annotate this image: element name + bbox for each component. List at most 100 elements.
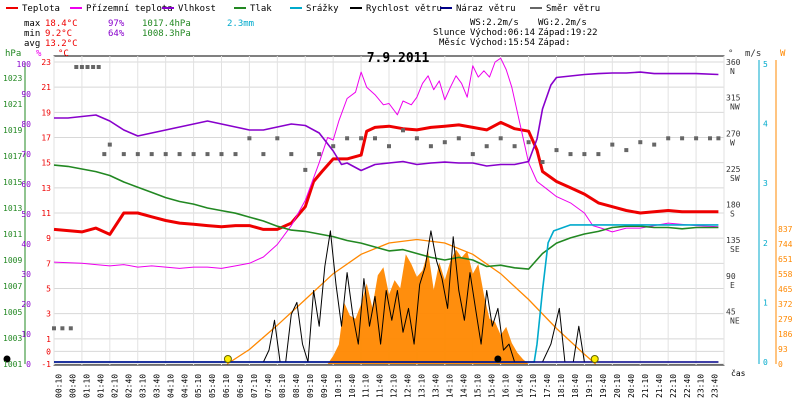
wm2-tick-label: 279 [778,315,793,324]
wind-ws-info: WS:2.2m/s [470,18,519,28]
wind-direction-point [149,152,154,157]
time-tick-label: 15:40 [487,374,496,398]
time-tick-label: 07:40 [264,374,273,398]
ms-tick-label: 4 [763,120,768,129]
time-tick-label: 01:40 [97,374,106,398]
dir-tick-name: S [730,210,735,219]
wind-direction-point [708,136,712,141]
time-tick-label: 14:40 [459,374,468,398]
wm2-axis-title: W [780,49,786,59]
moon-label: Měsíc [439,38,466,48]
time-tick-label: 21:10 [641,374,650,398]
time-tick-label: 20:10 [613,374,622,398]
time-tick-label: 10:40 [348,374,357,398]
wind-direction-point [261,152,266,157]
time-tick-label: 02:40 [124,374,133,398]
wind-direction-point [470,152,475,157]
pct-tick-label: 60 [21,180,31,189]
time-tick-label: 22:40 [683,374,692,398]
hpa-tick-label: 1015 [3,178,22,187]
wind-direction-point [596,152,601,157]
wind-direction-point [219,152,224,157]
stats-cell: min [24,29,40,39]
dir-tick-name: SE [730,245,740,254]
time-tick-label: 23:10 [697,374,706,398]
wind-direction-point [716,136,721,141]
time-tick-label: 16:40 [515,374,524,398]
time-tick-label: 06:40 [236,374,245,398]
pct-tick-label: 20 [21,300,31,309]
hpa-axis-title: hPa [5,49,21,59]
wm2-tick-label: 93 [778,345,788,354]
wind-wg-info: WG:2.2m/s [538,18,587,28]
wind-direction-point [652,142,657,147]
time-tick-label: 13:40 [432,374,441,398]
dir-tick-name: NE [730,316,740,325]
time-tick-label: 09:10 [306,374,315,398]
wind-direction-point [107,142,112,147]
legend-label: Srážky [306,4,339,14]
series-line-srážky [54,224,719,363]
wind-direction-point [512,144,517,149]
pct-tick-label: 90 [21,90,31,99]
wind-direction-point [205,152,210,157]
wind-direction-point [666,136,671,141]
time-tick-label: 05:40 [208,374,217,398]
dir-tick-name: E [730,281,735,290]
degc-tick-label: 5 [46,285,51,294]
legend-label: Vlhkost [178,4,216,14]
time-tick-label: 03:40 [152,374,161,398]
time-tick-label: 02:10 [111,374,120,398]
wind-direction-point [317,152,322,157]
time-tick-label: 18:10 [557,374,566,398]
degc-tick-label: 21 [41,83,51,92]
wind-direction-point [387,144,391,149]
pct-tick-label: 80 [21,120,31,129]
time-tick-label: 11:10 [362,374,371,398]
series-line-tlak [53,164,719,270]
dir-tick-label: 135 [726,236,741,245]
wind-direction-point [135,152,140,157]
dir-tick-label: 270 [726,129,741,138]
wind-direction-point [414,136,419,141]
time-tick-label: 12:10 [390,374,399,398]
dir-tick-name: N [730,67,735,76]
wm2-tick-label: 744 [778,240,793,249]
dir-axis-title: ° [728,49,733,59]
time-tick-label: 17:10 [529,374,538,398]
wind-direction-point [74,65,79,69]
time-tick-label: 05:10 [194,374,203,398]
wind-direction-point [610,142,615,147]
stats-cell: avg [24,39,40,49]
legend-label: Náraz větru [456,4,516,14]
wind-direction-point [582,152,587,157]
wind-direction-point [568,152,573,157]
degc-tick-label: 19 [41,108,51,117]
time-tick-label: 19:40 [599,374,608,398]
hpa-tick-label: 1019 [3,126,22,135]
wind-direction-point [373,136,377,141]
solar-measured-area [327,249,529,364]
time-tick-label: 00:10 [55,374,64,398]
left-axis-marker [3,355,11,363]
wind-direction-point [91,65,96,69]
legend-label: Směr větru [546,4,600,14]
pct-tick-label: 0 [26,360,31,369]
hpa-tick-label: 1017 [3,152,22,161]
ms-axis-title: m/s [745,49,761,59]
hpa-tick-label: 1005 [3,308,22,317]
wm2-tick-label: 651 [778,255,793,264]
legend-label: Teplota [22,4,60,14]
time-tick-label: 08:40 [292,374,301,398]
sun-label: Slunce [433,28,466,38]
dir-tick-name: SW [730,174,740,183]
degc-tick-label: 17 [41,134,51,143]
wind-direction-point [52,326,56,331]
dir-tick-label: 45 [726,307,736,316]
stats-cell: 9.2°C [45,29,72,39]
time-tick-label: 04:10 [166,374,175,398]
time-tick-label: 08:10 [278,374,287,398]
ms-tick-label: 1 [763,298,768,307]
ms-tick-label: 0 [763,358,768,367]
